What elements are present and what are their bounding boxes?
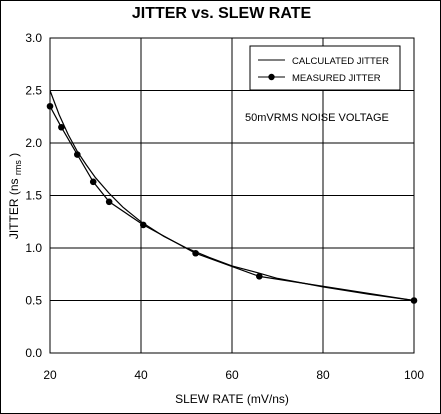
x-tick-labels: 20 40 60 80 100 (43, 368, 424, 382)
grid-lines (50, 38, 414, 353)
x-tick-label: 100 (404, 368, 424, 382)
y-tick-label: 3.0 (25, 31, 42, 45)
x-tick-label: 40 (134, 368, 148, 382)
x-axis-label: SLEW RATE (mV/ns) (175, 392, 289, 406)
legend: CALCULATED JITTER MEASURED JITTER (249, 45, 401, 91)
y-axis-label: JITTER (ns rms ) (7, 153, 24, 239)
y-axis-label-sub: rms (13, 160, 23, 175)
measured-jitter-point (89, 178, 97, 186)
y-tick-label: 1.0 (25, 241, 42, 255)
y-tick-label: 0.5 (25, 294, 42, 308)
legend-label-measured: MEASURED JITTER (292, 73, 381, 84)
y-tick-label: 2.0 (25, 136, 42, 150)
measured-jitter-point (255, 273, 263, 280)
x-tick-label: 20 (43, 368, 57, 382)
x-tick-label: 60 (225, 368, 239, 382)
legend-box (249, 45, 401, 91)
series-layer (46, 90, 418, 304)
svg-text:JITTER (ns rms: JITTER (ns rms ) (7, 153, 24, 239)
noise-voltage-annotation: 50mVRMS NOISE VOLTAGE (245, 112, 389, 124)
measured-jitter-point (139, 221, 147, 229)
y-tick-label: 2.5 (25, 84, 42, 98)
measured-jitter-point (105, 198, 113, 206)
measured-jitter-point (46, 102, 54, 110)
chart-title: JITTER vs. SLEW RATE (131, 5, 312, 22)
y-tick-label: 0.0 (25, 346, 42, 360)
y-tick-label: 1.5 (25, 189, 42, 203)
measured-jitter-point (74, 151, 81, 158)
y-axis-label-close: ) (7, 153, 21, 157)
x-tick-label: 80 (316, 368, 330, 382)
y-tick-labels: 0.0 0.5 1.0 1.5 2.0 2.5 3.0 (25, 31, 42, 360)
y-axis-label-main: JITTER (ns (7, 179, 21, 240)
measured-jitter-point (58, 123, 65, 131)
measured-jitter-point (410, 297, 418, 304)
measured-jitter-point (192, 249, 199, 257)
legend-label-calculated: CALCULATED JITTER (292, 56, 389, 67)
plot-area-border (49, 37, 415, 354)
legend-marker-measured (268, 73, 275, 81)
